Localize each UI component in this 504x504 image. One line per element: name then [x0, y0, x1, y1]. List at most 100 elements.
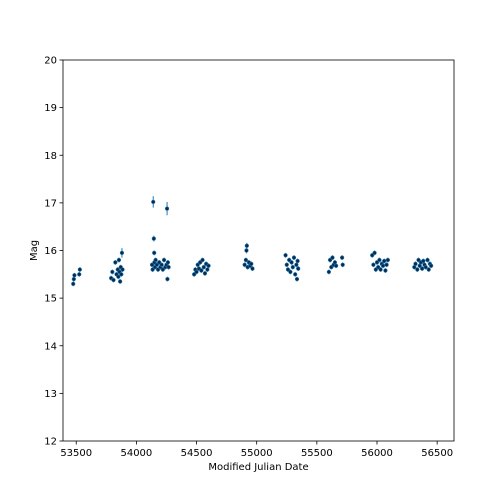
- data-point: [116, 257, 122, 263]
- data-point: [195, 262, 200, 268]
- point-marker: [151, 236, 156, 241]
- point-marker: [372, 250, 377, 255]
- point-marker: [371, 262, 376, 267]
- point-marker: [287, 257, 292, 263]
- data-point: [77, 271, 82, 277]
- point-marker: [294, 262, 299, 267]
- data-point: [329, 264, 334, 270]
- data-point: [287, 257, 292, 263]
- x-tick-label: 56000: [361, 448, 393, 459]
- point-marker: [166, 265, 171, 270]
- data-point: [291, 255, 297, 261]
- x-axis-ticks: 53500 54000 54500 55000 55500 56000 56500: [60, 441, 453, 459]
- point-marker: [110, 269, 115, 275]
- data-point: [330, 255, 335, 261]
- data-point: [118, 279, 123, 284]
- data-point: [420, 266, 425, 271]
- point-marker: [116, 257, 122, 263]
- y-tick-label: 16: [44, 246, 57, 257]
- data-point: [376, 264, 381, 270]
- data-point: [71, 276, 76, 282]
- point-marker: [250, 266, 255, 271]
- point-marker: [165, 260, 171, 265]
- point-marker: [330, 255, 335, 260]
- point-marker: [383, 268, 388, 273]
- data-point: [377, 257, 382, 263]
- data-point: [199, 268, 204, 273]
- point-marker: [294, 276, 300, 282]
- data-point: [294, 276, 300, 282]
- x-tick-label: 55500: [301, 448, 333, 459]
- data-point: [205, 267, 210, 272]
- y-tick-label: 18: [44, 151, 57, 162]
- point-marker: [111, 277, 116, 283]
- point-marker: [293, 272, 298, 277]
- data-point: [242, 262, 247, 268]
- data-point: [194, 269, 199, 275]
- point-marker: [242, 262, 247, 267]
- point-marker: [164, 206, 170, 211]
- data-point: [154, 262, 159, 268]
- point-marker: [165, 276, 170, 282]
- x-tick-label: 54500: [181, 448, 213, 459]
- data-point: [283, 252, 288, 258]
- point-marker: [425, 257, 430, 263]
- data-point: [153, 257, 158, 263]
- data-point: [413, 261, 418, 267]
- data-point: [151, 235, 156, 242]
- data-point: [382, 258, 387, 264]
- point-marker: [378, 267, 383, 272]
- point-marker: [201, 265, 206, 270]
- data-point: [383, 268, 388, 273]
- data-point: [77, 267, 82, 272]
- data-point: [159, 262, 164, 268]
- point-marker: [370, 253, 375, 258]
- data-point: [327, 257, 333, 263]
- data-point: [151, 196, 156, 208]
- point-marker: [290, 265, 295, 270]
- data-point: [111, 277, 116, 283]
- point-marker: [159, 262, 164, 267]
- point-marker: [326, 269, 331, 275]
- data-point: [426, 267, 431, 272]
- data-point: [333, 263, 339, 269]
- data-point: [201, 264, 206, 270]
- point-marker: [423, 265, 428, 270]
- point-marker: [155, 267, 161, 272]
- x-axis-label: Modified Julian Date: [208, 462, 308, 473]
- point-marker: [161, 257, 167, 263]
- point-marker: [202, 271, 208, 276]
- point-marker: [284, 262, 289, 267]
- point-marker: [385, 257, 390, 263]
- x-tick-label: 54000: [120, 448, 152, 459]
- data-point: [243, 257, 248, 263]
- point-marker: [420, 266, 425, 271]
- data-point: [200, 257, 205, 263]
- data-point: [326, 269, 331, 275]
- data-point: [192, 271, 197, 277]
- point-marker: [194, 269, 199, 275]
- data-point: [71, 281, 76, 287]
- point-marker: [153, 257, 158, 263]
- point-marker: [426, 267, 431, 272]
- data-point: [371, 262, 376, 268]
- data-point: [385, 257, 390, 263]
- point-marker: [377, 257, 382, 263]
- point-marker: [329, 265, 334, 270]
- point-marker: [200, 257, 205, 263]
- data-point: [116, 274, 121, 280]
- point-marker: [119, 250, 125, 255]
- point-marker: [327, 257, 333, 263]
- data-points: [71, 196, 434, 287]
- point-marker: [289, 260, 294, 265]
- data-point: [152, 250, 157, 256]
- point-marker: [77, 272, 82, 277]
- data-point: [429, 263, 434, 269]
- point-marker: [429, 263, 434, 268]
- point-marker: [199, 268, 204, 273]
- data-point: [113, 260, 118, 265]
- data-point: [110, 269, 115, 275]
- data-point: [149, 262, 155, 268]
- data-point: [378, 267, 383, 272]
